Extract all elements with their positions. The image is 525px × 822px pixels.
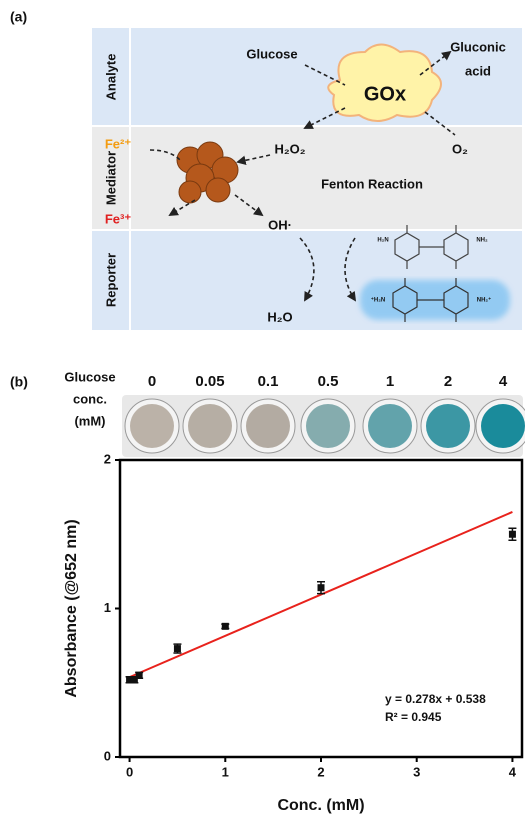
row-label: Reporter bbox=[103, 253, 118, 307]
x-axis-title: Conc. (mM) bbox=[277, 797, 364, 814]
y-axis-title: Absorbance (@652 nm) bbox=[63, 519, 80, 697]
conc-label: 0.5 bbox=[318, 373, 339, 390]
acid: acid bbox=[465, 63, 491, 78]
x-tick-label: 4 bbox=[509, 764, 517, 779]
point bbox=[174, 645, 181, 652]
well-solution bbox=[481, 404, 525, 448]
h2o2: H₂O₂ bbox=[274, 141, 305, 156]
conc-title: Glucose bbox=[64, 369, 115, 384]
point bbox=[318, 584, 325, 591]
fenton: Fenton Reaction bbox=[321, 176, 423, 191]
well-solution bbox=[306, 404, 350, 448]
conc-label: 0.1 bbox=[258, 373, 279, 390]
h2o: H₂O bbox=[267, 309, 292, 324]
well-solution bbox=[246, 404, 290, 448]
panel-label: (a) bbox=[10, 9, 27, 25]
annotation: y = 0.278x + 0.538 bbox=[385, 692, 486, 706]
x-tick-label: 3 bbox=[413, 764, 420, 779]
panel-label: (b) bbox=[10, 374, 28, 390]
conc-label: 1 bbox=[386, 373, 394, 390]
row-label: Mediator bbox=[103, 151, 118, 205]
y-tick-label: 1 bbox=[104, 600, 111, 615]
mol-label: NH₂⁺ bbox=[477, 297, 492, 304]
mol-label: ⁺H₂N bbox=[371, 297, 386, 304]
y-tick-label: 0 bbox=[104, 748, 111, 763]
conc-title: (mM) bbox=[74, 413, 105, 428]
figure: (a) Analyte Mediator Reporter GOx Glucos… bbox=[0, 0, 525, 822]
well-solution bbox=[130, 404, 174, 448]
row-label: Analyte bbox=[103, 54, 118, 101]
plot-frame bbox=[120, 460, 522, 757]
conc-label: 0.05 bbox=[195, 373, 224, 390]
y-tick-label: 2 bbox=[104, 451, 111, 466]
conc-label: 4 bbox=[499, 373, 508, 390]
annotation: R² = 0.945 bbox=[385, 710, 442, 724]
o2: O₂ bbox=[452, 141, 468, 156]
gox: GOx bbox=[364, 83, 406, 105]
gluconic: Gluconic bbox=[450, 39, 506, 54]
conc-label: 2 bbox=[444, 373, 452, 390]
well-solution bbox=[426, 404, 470, 448]
mol-label: NH₂ bbox=[476, 238, 488, 244]
mol-label: H₂N bbox=[377, 238, 388, 244]
conc-title: conc. bbox=[73, 391, 107, 406]
x-tick-label: 2 bbox=[317, 764, 324, 779]
point bbox=[136, 672, 143, 679]
x-tick-label: 1 bbox=[222, 764, 229, 779]
fe3: Fe³⁺ bbox=[105, 211, 132, 226]
point bbox=[509, 531, 516, 538]
conc-label: 0 bbox=[148, 373, 156, 390]
well-solution bbox=[188, 404, 232, 448]
oh: OH· bbox=[268, 217, 292, 232]
fe2: Fe²⁺ bbox=[105, 136, 132, 151]
well-solution bbox=[368, 404, 412, 448]
x-tick-label: 0 bbox=[126, 764, 133, 779]
point bbox=[222, 623, 229, 630]
glucose: Glucose bbox=[246, 46, 297, 61]
